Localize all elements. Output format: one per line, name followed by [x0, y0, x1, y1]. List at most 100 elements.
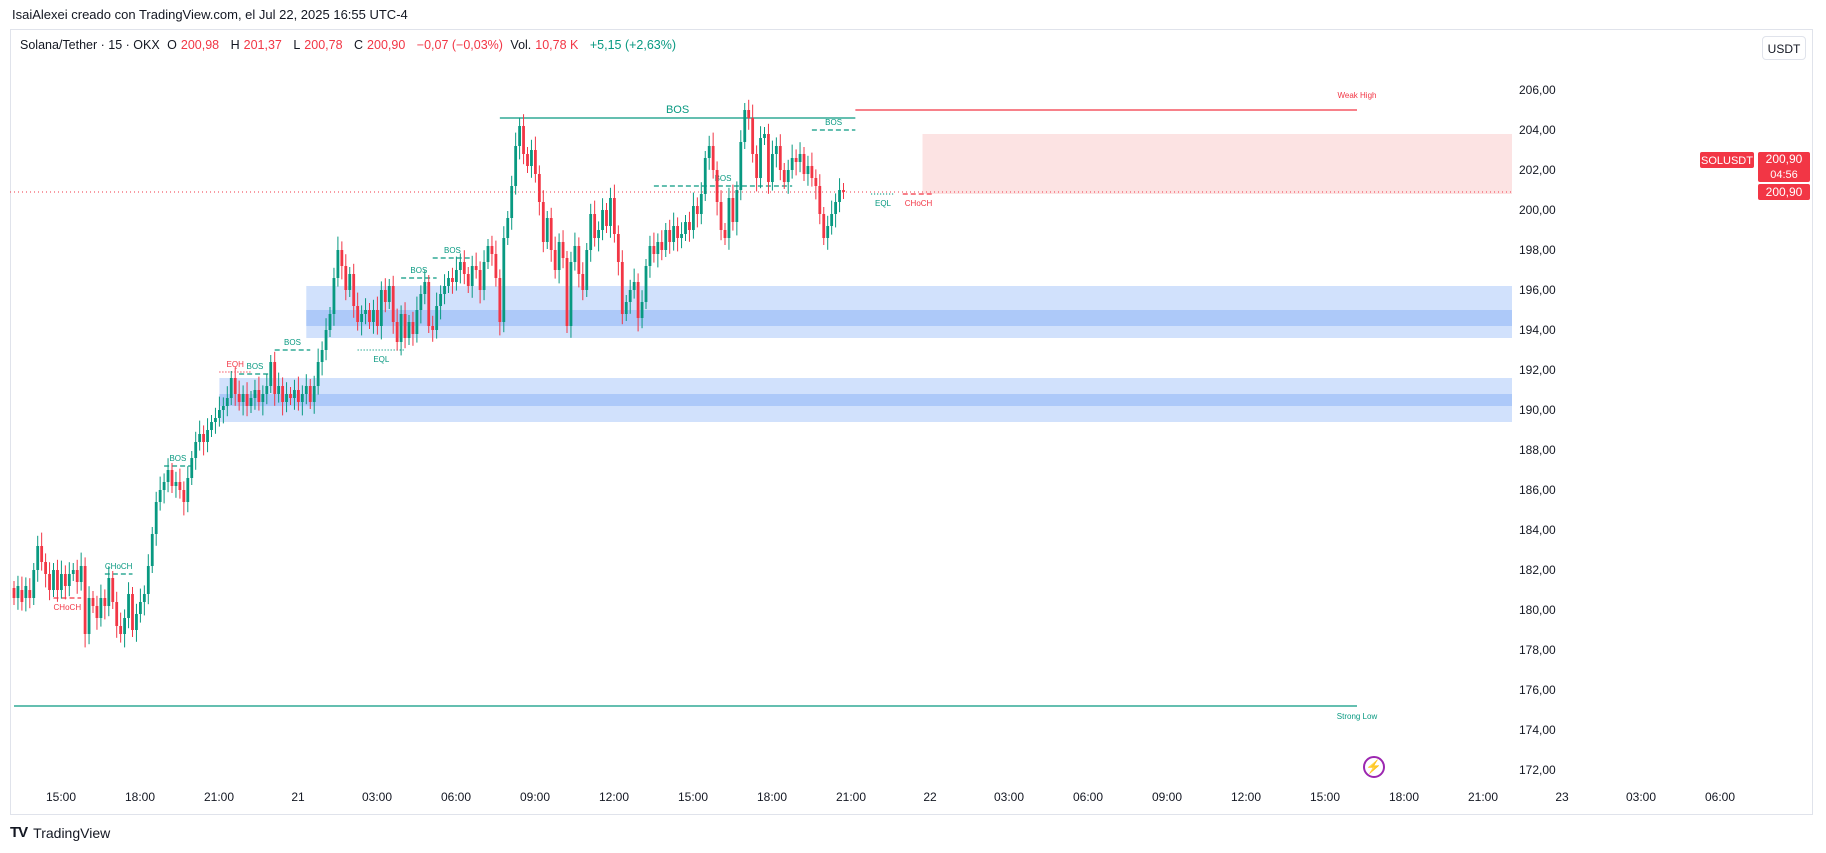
candle-body — [83, 566, 87, 634]
candle-body — [269, 362, 273, 386]
x-tick-label: 15:00 — [678, 790, 708, 804]
candle-body — [202, 434, 205, 442]
candle-body — [660, 242, 664, 250]
candle-body — [60, 574, 63, 590]
candle-body — [435, 306, 439, 330]
candle-body — [87, 598, 91, 634]
y-tick-label: 180,00 — [1519, 603, 1556, 617]
candle-body — [486, 246, 490, 262]
candle-body — [407, 322, 411, 338]
indicator-change-value: +5,15 (+2,63%) — [589, 38, 677, 52]
candle-body — [462, 262, 466, 274]
candle-body — [553, 250, 557, 270]
candle-body — [695, 206, 699, 214]
x-tick-label: 06:00 — [441, 790, 471, 804]
x-tick-label: 18:00 — [1389, 790, 1419, 804]
change-value: −0,07 (−0,03%) — [416, 38, 503, 52]
currency-button[interactable]: USDT — [1762, 36, 1806, 60]
candle-body — [628, 290, 632, 302]
symbol-label[interactable]: Solana/Tether · 15 · OKX — [20, 38, 160, 52]
candle-body — [300, 394, 304, 402]
tradingview-footer: TV TradingView — [10, 824, 110, 841]
candle-body — [782, 170, 786, 182]
candle-body — [632, 282, 636, 290]
candle-body — [767, 134, 770, 182]
candle-body — [711, 146, 715, 170]
candle-body — [834, 202, 837, 214]
symbol-tag-label: SOLUSDT — [1701, 155, 1753, 167]
candle-body — [103, 598, 107, 606]
structure-label: BOS — [410, 266, 427, 275]
candle-body — [79, 566, 83, 582]
candle-body — [549, 218, 553, 250]
candle-body — [723, 230, 727, 238]
y-tick-label: 190,00 — [1519, 403, 1556, 417]
candle-body — [368, 310, 371, 322]
candle-body — [624, 302, 628, 314]
candle-body — [154, 502, 158, 534]
candle-body — [293, 390, 296, 398]
candle-body — [530, 150, 533, 166]
candle-body — [218, 410, 221, 418]
candle-body — [842, 190, 845, 192]
symbol-tag — [1700, 152, 1754, 168]
structure-label: CHoCH — [905, 199, 933, 208]
candle-body — [616, 234, 620, 262]
candle-body — [166, 470, 170, 482]
x-tick-label: 03:00 — [994, 790, 1024, 804]
candle-body — [707, 146, 711, 158]
y-tick-label: 204,00 — [1519, 123, 1556, 137]
candle-body — [174, 482, 178, 486]
structure-label: BOS — [246, 362, 263, 371]
x-tick-label: 18:00 — [757, 790, 787, 804]
candle-body — [399, 314, 403, 342]
candle-body — [308, 386, 312, 402]
candle-body — [12, 588, 16, 598]
y-tick-label: 174,00 — [1519, 723, 1556, 737]
candle-body — [490, 246, 494, 254]
candle-body — [170, 470, 174, 486]
candle-body — [190, 458, 194, 478]
candle-body — [44, 562, 47, 574]
candle-body — [48, 574, 51, 590]
y-tick-label: 196,00 — [1519, 283, 1556, 297]
structure-label: Weak High — [1338, 91, 1377, 100]
candle-body — [277, 386, 281, 394]
candle-body — [16, 586, 20, 598]
candle-body — [537, 174, 541, 202]
candle-body — [786, 170, 790, 182]
price-tag-value: 200,90 — [1766, 152, 1803, 166]
candle-body — [285, 394, 288, 402]
countdown-value: 04:56 — [1770, 169, 1798, 181]
candle-body — [743, 110, 747, 142]
structure-label: BOS — [715, 174, 732, 183]
structure-label: CHoCH — [54, 603, 82, 612]
candle-body — [601, 210, 604, 230]
lightning-icon[interactable]: ⚡ — [1363, 756, 1385, 778]
candle-body — [806, 166, 810, 174]
candle-body — [502, 238, 506, 322]
candle-body — [759, 138, 762, 178]
candle-body — [40, 546, 44, 562]
candle-body — [383, 290, 387, 302]
candle-body — [324, 330, 328, 350]
candle-body — [107, 578, 111, 606]
candle-body — [810, 166, 814, 178]
candle-body — [411, 322, 415, 334]
y-tick-label: 200,00 — [1519, 203, 1556, 217]
candle-body — [111, 578, 115, 602]
candle-body — [522, 126, 525, 154]
candle-body — [372, 310, 375, 322]
candle-body — [458, 262, 462, 270]
candle-body — [376, 310, 379, 326]
candle-body — [158, 490, 162, 502]
y-tick-label: 206,00 — [1519, 83, 1556, 97]
candle-body — [640, 302, 644, 318]
candle-body — [206, 430, 209, 442]
candle-body — [91, 598, 95, 606]
candle-body — [447, 278, 450, 286]
candle-body — [763, 134, 766, 138]
open-value: O 200,98 — [167, 38, 220, 52]
candle-body — [798, 154, 802, 162]
